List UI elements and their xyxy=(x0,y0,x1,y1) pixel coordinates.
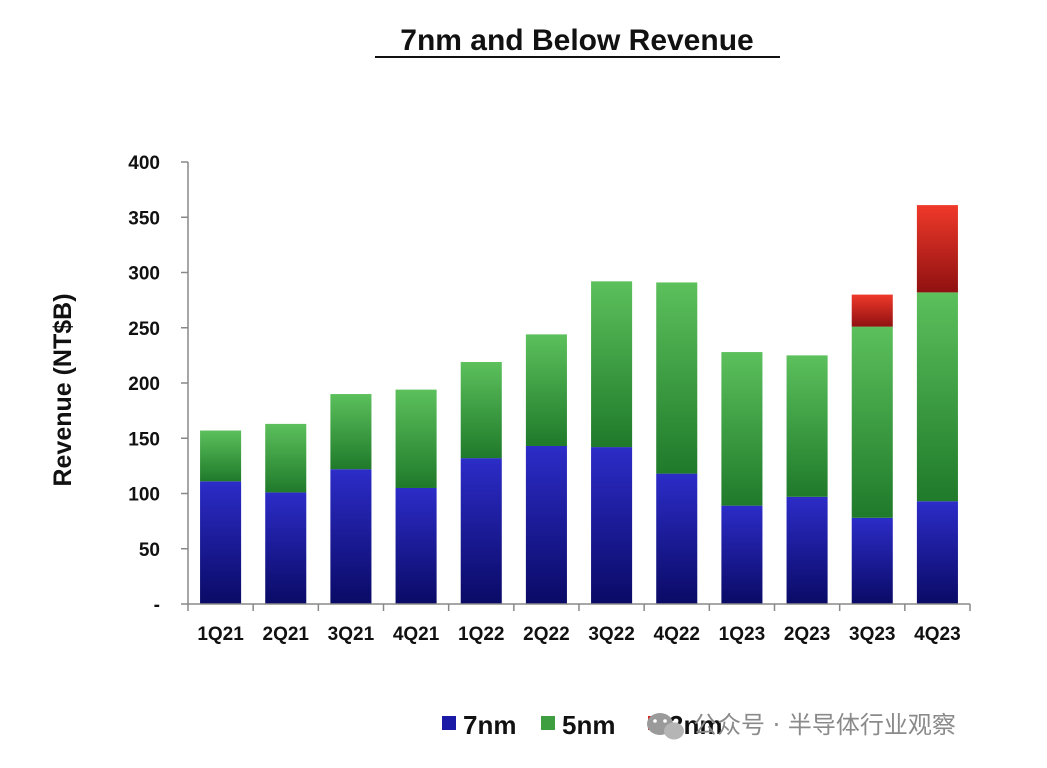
bar-5nm-3Q21 xyxy=(330,394,372,470)
bar-5nm-1Q23 xyxy=(721,352,763,506)
x-tick-label: 3Q22 xyxy=(588,624,634,645)
y-tick-label: 300 xyxy=(128,264,160,285)
x-tick-label: 4Q23 xyxy=(914,624,960,645)
x-tick-label: 3Q23 xyxy=(849,624,895,645)
bar-7nm-3Q23 xyxy=(851,517,893,604)
bar-7nm-2Q22 xyxy=(525,445,567,604)
bar-5nm-3Q22 xyxy=(591,281,633,448)
x-tick-label: 2Q23 xyxy=(784,624,830,645)
bar-5nm-4Q22 xyxy=(656,282,698,474)
bar-7nm-1Q23 xyxy=(721,505,763,604)
bar-3nm-3Q23 xyxy=(851,294,893,327)
bar-5nm-2Q23 xyxy=(786,355,828,497)
bar-7nm-4Q23 xyxy=(916,501,958,604)
y-tick-label: 400 xyxy=(128,153,160,174)
x-axis: 1Q21 2Q21 3Q21 4Q21 1Q22 2Q22 3Q22 4Q22 1Q23 2Q23… xyxy=(187,603,971,645)
y-axis: - 50 100 150 200 250 300 350 400 xyxy=(128,153,189,616)
x-tick-label: 2Q21 xyxy=(263,624,310,645)
bar-7nm-4Q22 xyxy=(656,473,698,604)
x-tick-label: 1Q21 xyxy=(197,624,244,645)
y-tick-label: 50 xyxy=(139,540,160,561)
legend-label-5nm: 5nm xyxy=(562,710,615,740)
x-tick-label: 4Q22 xyxy=(654,624,700,645)
legend-swatch-7nm xyxy=(442,716,456,730)
legend-swatch-5nm xyxy=(541,716,555,730)
y-tick-label: 100 xyxy=(128,485,160,506)
y-tick-label: 250 xyxy=(128,319,160,340)
chart-title: 7nm and Below Revenue xyxy=(400,24,753,57)
bar-5nm-1Q22 xyxy=(460,362,502,459)
bar-5nm-4Q23 xyxy=(916,292,958,502)
y-axis-label: Revenue (NT$B) xyxy=(49,293,77,486)
legend-label-7nm: 7nm xyxy=(463,710,516,740)
bar-7nm-4Q21 xyxy=(395,487,437,604)
wechat-icon xyxy=(647,713,684,740)
watermark: 公众号 · 半导体行业观察 xyxy=(647,711,956,740)
y-tick-label: 350 xyxy=(128,208,160,229)
bar-7nm-3Q21 xyxy=(330,469,372,604)
bar-7nm-2Q21 xyxy=(265,492,307,604)
y-tick-label: - xyxy=(154,595,160,616)
bars xyxy=(200,205,958,604)
bar-7nm-1Q22 xyxy=(460,458,502,604)
bar-5nm-3Q23 xyxy=(851,326,893,518)
bar-7nm-3Q22 xyxy=(591,447,633,604)
bar-5nm-2Q22 xyxy=(525,334,567,446)
bar-5nm-2Q21 xyxy=(265,423,307,493)
bar-7nm-2Q23 xyxy=(786,496,828,604)
watermark-text: 公众号 · 半导体行业观察 xyxy=(693,711,956,739)
bar-7nm-1Q21 xyxy=(200,481,242,604)
bar-5nm-1Q21 xyxy=(200,430,242,482)
y-tick-label: 150 xyxy=(128,429,160,450)
x-tick-label: 2Q22 xyxy=(523,624,569,645)
y-tick-label: 200 xyxy=(128,374,160,395)
x-tick-label: 1Q23 xyxy=(719,624,765,645)
x-tick-label: 4Q21 xyxy=(393,624,440,645)
bar-5nm-4Q21 xyxy=(395,389,437,488)
x-tick-label: 3Q21 xyxy=(328,624,375,645)
x-tick-label: 1Q22 xyxy=(458,624,504,645)
bar-3nm-4Q23 xyxy=(916,205,958,293)
